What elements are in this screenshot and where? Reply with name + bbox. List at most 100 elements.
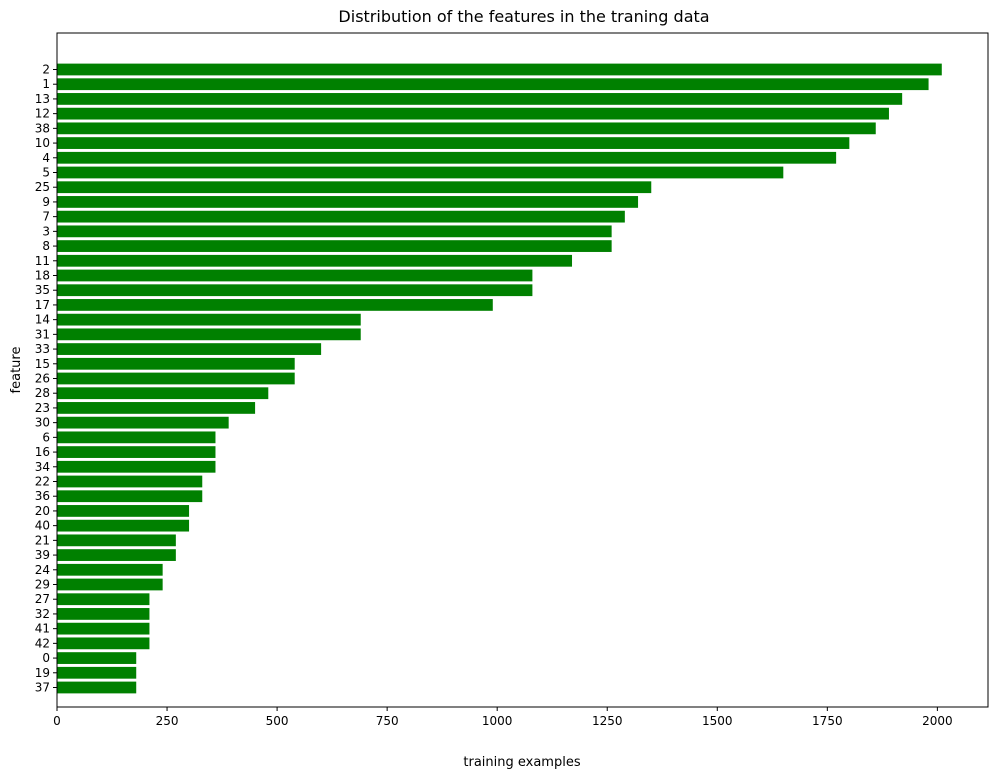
y-tick-label: 1 xyxy=(42,77,50,91)
bar-feature-28 xyxy=(57,387,269,400)
bar-feature-2 xyxy=(57,63,942,76)
bar-feature-33 xyxy=(57,343,322,355)
y-tick-label: 28 xyxy=(35,386,50,400)
y-tick-label: 41 xyxy=(35,622,50,636)
y-tick-label: 8 xyxy=(42,239,50,253)
y-tick-label: 37 xyxy=(35,681,50,695)
bar-feature-3 xyxy=(57,225,612,238)
bar-feature-21 xyxy=(57,534,176,547)
bar-feature-10 xyxy=(57,137,850,149)
y-tick-label: 9 xyxy=(42,195,50,209)
bar-feature-41 xyxy=(57,622,150,635)
y-tick-label: 24 xyxy=(35,563,50,577)
y-tick-label: 2 xyxy=(42,63,50,77)
bar-feature-39 xyxy=(57,549,176,561)
bar-feature-8 xyxy=(57,240,612,252)
y-tick-label: 13 xyxy=(35,92,50,106)
y-tick-label: 40 xyxy=(35,519,50,533)
bar-feature-27 xyxy=(57,593,150,606)
y-tick-label: 20 xyxy=(35,504,50,518)
y-tick-label: 38 xyxy=(35,121,50,135)
y-tick-label: 14 xyxy=(35,313,50,327)
y-tick-label: 10 xyxy=(35,136,50,150)
bar-feature-16 xyxy=(57,446,216,458)
y-tick-label: 5 xyxy=(42,166,50,180)
bar-feature-42 xyxy=(57,637,150,650)
y-tick-label: 36 xyxy=(35,489,50,503)
y-tick-label: 23 xyxy=(35,401,50,415)
y-tick-label: 19 xyxy=(35,666,50,680)
y-tick-label: 12 xyxy=(35,107,50,121)
y-tick-label: 35 xyxy=(35,283,50,297)
y-tick-label: 17 xyxy=(35,298,50,312)
bar-feature-29 xyxy=(57,578,163,591)
y-axis-label: feature xyxy=(9,347,24,394)
y-tick-label: 26 xyxy=(35,372,50,386)
x-tick-label: 2000 xyxy=(922,714,953,728)
bars-group xyxy=(57,63,942,694)
bar-feature-22 xyxy=(57,475,203,488)
bar-feature-18 xyxy=(57,269,533,282)
y-tick-label: 32 xyxy=(35,607,50,621)
x-tick-label: 500 xyxy=(266,714,289,728)
y-tick-label: 31 xyxy=(35,327,50,341)
x-axis-label: training examples xyxy=(463,755,580,770)
bar-feature-38 xyxy=(57,122,876,135)
y-tick-label: 21 xyxy=(35,533,50,547)
bar-feature-1 xyxy=(57,78,929,91)
bar-feature-12 xyxy=(57,107,889,120)
x-tick-label: 1000 xyxy=(482,714,513,728)
bar-feature-23 xyxy=(57,402,256,414)
y-tick-label: 34 xyxy=(35,460,50,474)
x-axis-ticks: 0 250 500 750 1000 1250 1500 1750 2000 xyxy=(53,707,953,728)
bar-feature-19 xyxy=(57,666,137,679)
bar-feature-25 xyxy=(57,181,652,194)
y-tick-label: 42 xyxy=(35,636,50,650)
chart-title: Distribution of the features in the tran… xyxy=(338,7,709,26)
bar-feature-40 xyxy=(57,519,190,532)
bar-feature-14 xyxy=(57,313,361,326)
bar-feature-32 xyxy=(57,608,150,620)
bar-feature-7 xyxy=(57,210,625,223)
bar-feature-31 xyxy=(57,328,361,341)
y-tick-label: 30 xyxy=(35,416,50,430)
y-tick-label: 22 xyxy=(35,475,50,489)
x-tick-label: 1750 xyxy=(812,714,843,728)
x-tick-label: 750 xyxy=(376,714,399,728)
x-tick-label: 250 xyxy=(156,714,179,728)
bar-feature-13 xyxy=(57,93,903,105)
y-tick-label: 18 xyxy=(35,269,50,283)
bar-feature-0 xyxy=(57,652,137,664)
x-tick-label: 1250 xyxy=(592,714,623,728)
y-tick-label: 15 xyxy=(35,357,50,371)
y-tick-label: 11 xyxy=(35,254,50,268)
bar-feature-35 xyxy=(57,284,533,297)
bar-feature-37 xyxy=(57,681,137,694)
bar-feature-5 xyxy=(57,166,784,179)
y-tick-label: 4 xyxy=(42,151,50,165)
bar-feature-34 xyxy=(57,460,216,473)
y-tick-label: 27 xyxy=(35,592,50,606)
bar-feature-26 xyxy=(57,372,295,385)
y-tick-label: 7 xyxy=(42,210,50,224)
plot-frame xyxy=(56,32,989,708)
bar-feature-9 xyxy=(57,196,639,208)
y-tick-label: 0 xyxy=(42,651,50,665)
y-tick-label: 16 xyxy=(35,445,50,459)
y-tick-label: 29 xyxy=(35,578,50,592)
x-tick-label: 1500 xyxy=(702,714,733,728)
bar-feature-24 xyxy=(57,563,163,576)
y-tick-label: 6 xyxy=(42,430,50,444)
bar-feature-15 xyxy=(57,357,295,370)
bar-feature-4 xyxy=(57,151,837,164)
y-tick-label: 39 xyxy=(35,548,50,562)
y-tick-label: 25 xyxy=(35,180,50,194)
bar-feature-20 xyxy=(57,505,190,517)
bar-feature-6 xyxy=(57,431,216,444)
bar-feature-17 xyxy=(57,299,493,311)
bar-feature-11 xyxy=(57,254,573,267)
y-tick-label: 3 xyxy=(42,224,50,238)
x-tick-label: 0 xyxy=(53,714,61,728)
y-axis-ticks: 2113123810452597381118351714313315262823… xyxy=(35,63,57,695)
